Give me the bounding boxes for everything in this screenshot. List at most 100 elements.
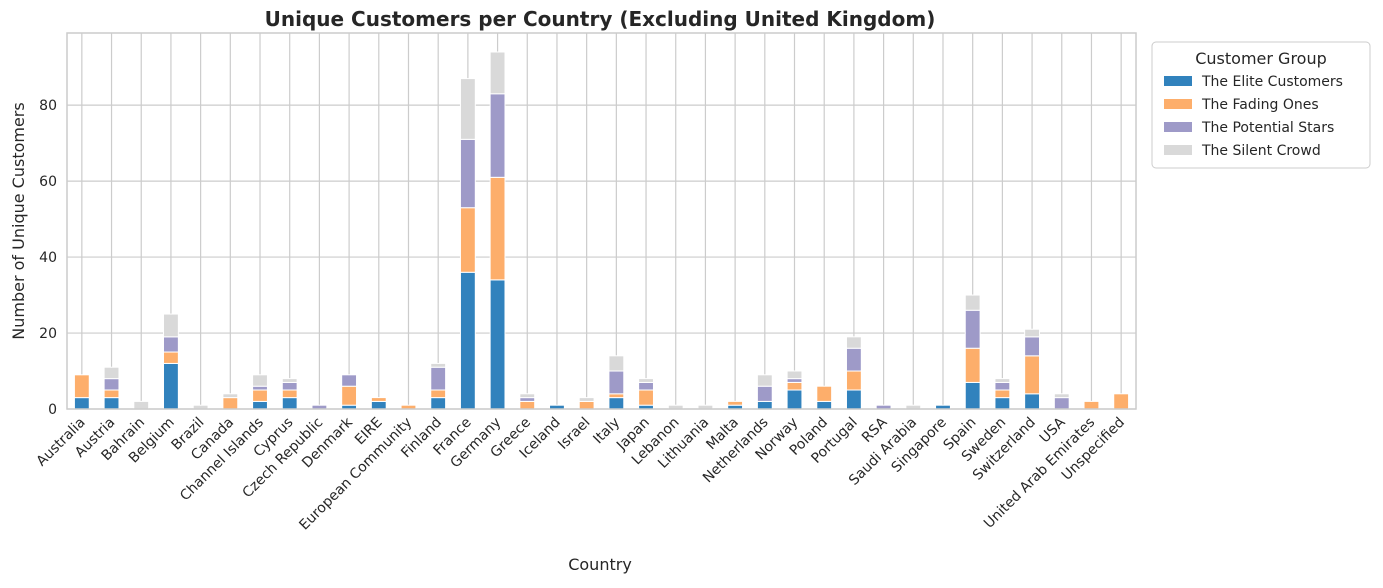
bar-segment xyxy=(638,389,654,406)
bar-segment xyxy=(341,374,358,387)
legend-swatch xyxy=(1164,145,1192,155)
bar-segment xyxy=(1024,393,1040,410)
bar-segment xyxy=(756,374,773,387)
bar-segment xyxy=(430,366,447,391)
bar-segment xyxy=(281,378,298,383)
bar-segment xyxy=(222,397,239,410)
bar-segment xyxy=(430,389,447,399)
bar-segment xyxy=(786,370,803,380)
bar-segment xyxy=(519,400,536,410)
bar-segment xyxy=(964,309,981,349)
bar-segment xyxy=(608,370,625,395)
bar-segment xyxy=(370,400,387,410)
bar-segment xyxy=(1024,355,1040,395)
y-tick-label: 60 xyxy=(39,174,57,190)
bar-segment xyxy=(222,393,239,399)
bar-segment xyxy=(786,381,803,391)
bar-segment xyxy=(370,397,387,402)
bar-segment xyxy=(1024,328,1040,338)
bar-segment xyxy=(103,378,120,391)
bar-segment xyxy=(281,381,298,391)
bar-segment xyxy=(578,397,595,402)
bar-segment xyxy=(845,336,862,349)
bar-segment xyxy=(727,400,744,406)
bar-segment xyxy=(489,51,506,95)
bar-segment xyxy=(430,362,447,368)
bar-segment xyxy=(252,374,268,387)
bar-segment xyxy=(103,389,120,399)
bar-segment xyxy=(281,389,298,399)
bar-segment xyxy=(816,385,833,402)
bar-segment xyxy=(519,393,536,399)
bar-segment xyxy=(786,378,803,383)
bar-segment xyxy=(1113,393,1130,410)
bar-segment xyxy=(73,374,90,399)
bar-segment xyxy=(608,397,625,410)
bar-segment xyxy=(103,366,120,380)
y-tick-label: 80 xyxy=(39,98,57,114)
bar-segment xyxy=(964,381,981,410)
legend-swatch xyxy=(1164,99,1192,109)
bar-segment xyxy=(163,313,179,338)
bar-segment xyxy=(994,378,1011,383)
bar-segment xyxy=(994,389,1011,399)
bar-segment xyxy=(459,78,476,140)
bar-segment xyxy=(578,400,595,410)
bar-segment xyxy=(341,385,358,406)
bar-segment xyxy=(816,400,833,410)
bar-segment xyxy=(786,389,803,410)
bar-segment xyxy=(519,397,536,402)
legend-box xyxy=(1151,41,1371,169)
legend-entry-label: The Fading Ones xyxy=(1201,97,1319,113)
legend-title: Customer Group xyxy=(1195,49,1327,68)
bar-segment xyxy=(756,385,773,402)
bar-segment xyxy=(964,347,981,383)
bar-segment xyxy=(163,362,179,410)
legend-swatch xyxy=(1164,76,1192,86)
legend: Customer Group The Elite Customers The Fad… xyxy=(1151,41,1371,169)
legend-swatch xyxy=(1164,122,1192,132)
bar-segment xyxy=(608,393,625,399)
bar-segment xyxy=(489,176,506,281)
bar-segment xyxy=(964,294,981,311)
bar-segment xyxy=(638,378,654,383)
bar-segment xyxy=(845,389,862,410)
bar-segment xyxy=(608,355,625,372)
chart-title: Unique Customers per Country (Excluding … xyxy=(265,7,936,31)
y-tick-label: 0 xyxy=(48,402,57,418)
y-axis-label: Number of Unique Customers xyxy=(9,102,28,339)
bar-segment xyxy=(1024,336,1040,357)
legend-entry-label: The Potential Stars xyxy=(1201,120,1334,136)
bar-segment xyxy=(459,138,476,209)
bar-segment xyxy=(281,397,298,410)
legend-entry-label: The Silent Crowd xyxy=(1201,143,1321,159)
bar-segment xyxy=(489,279,506,410)
bar-segment xyxy=(994,381,1011,391)
bar-segment xyxy=(1053,397,1070,410)
bar-segment xyxy=(252,389,268,402)
legend-entry-label: The Elite Customers xyxy=(1201,74,1343,90)
bar-segment xyxy=(638,381,654,391)
bar-segment xyxy=(73,397,90,410)
bar-segment xyxy=(103,397,120,410)
bar-segment xyxy=(994,397,1011,410)
y-tick-label: 20 xyxy=(39,326,57,342)
bar-segment xyxy=(133,400,150,410)
bar-segment xyxy=(252,400,268,410)
bar-segment xyxy=(1053,393,1070,399)
plot-frame xyxy=(66,32,1137,410)
bar-segment xyxy=(459,271,476,410)
bar-segment xyxy=(1083,400,1100,410)
x-axis-label: Country xyxy=(568,555,632,574)
bar-segment xyxy=(489,93,506,178)
bar-segment xyxy=(756,400,773,410)
x-tick-label: Israel xyxy=(555,415,593,453)
axes: 020406080AustraliaAustriaBahrainBelgiumB… xyxy=(34,32,1137,533)
bar-segment xyxy=(459,207,476,273)
bar-segment xyxy=(845,347,862,372)
bar-segment xyxy=(430,397,447,410)
bar-segment xyxy=(252,385,268,391)
y-tick-label: 40 xyxy=(39,250,57,266)
